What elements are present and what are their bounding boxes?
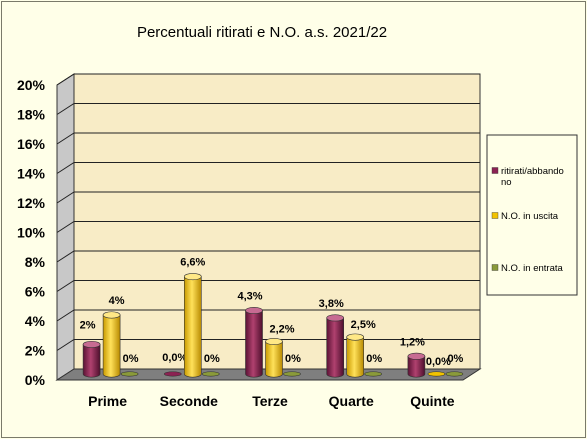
data-label: 6,6% (180, 257, 205, 269)
bar (445, 371, 464, 377)
gridline (56, 73, 480, 86)
bar (82, 340, 101, 378)
bar (245, 307, 263, 378)
bar (326, 314, 345, 378)
bar (283, 371, 301, 377)
y-tick-label: 0% (25, 372, 46, 388)
gridline (56, 339, 480, 351)
bar (346, 333, 365, 378)
legend-swatch (491, 264, 499, 271)
bar (265, 337, 283, 378)
data-label: 3,8% (319, 298, 344, 310)
bar (102, 311, 121, 378)
x-tick-label: Prime (88, 393, 127, 409)
x-tick-label: Quinte (410, 393, 455, 409)
data-label: 2,2% (269, 324, 294, 336)
data-label: 0% (366, 353, 382, 365)
data-label: 4,3% (237, 291, 262, 303)
gridline (56, 103, 480, 115)
legend-label: N.O. in entrata (501, 263, 563, 274)
bar (407, 352, 426, 378)
bar (202, 371, 220, 377)
data-label: 0% (123, 353, 139, 365)
bar (364, 371, 383, 377)
x-tick-label: Quarte (329, 393, 374, 409)
y-tick-label: 16% (17, 136, 46, 152)
legend-swatch (491, 167, 499, 174)
legend-label: ritirati/abbando (501, 166, 564, 177)
x-tick-label: Seconde (160, 393, 219, 409)
bar (184, 273, 202, 378)
x-tick-label: Terze (252, 393, 288, 409)
data-label: 0,0% (426, 356, 451, 368)
y-tick-label: 6% (25, 284, 46, 300)
y-tick-label: 4% (25, 313, 46, 329)
data-label: 0% (285, 353, 301, 365)
chart-title: Percentuali ritirati e N.O. a.s. 2021/22 (137, 24, 387, 41)
data-label: 2,5% (351, 319, 376, 331)
data-label: 2% (80, 319, 96, 331)
gridline (56, 309, 480, 322)
bar (164, 371, 182, 377)
gridline (56, 132, 480, 145)
y-tick-label: 8% (25, 254, 46, 270)
legend-swatch (491, 212, 499, 219)
y-tick-label: 18% (17, 107, 46, 123)
data-label: 4% (109, 295, 125, 307)
data-label: 0% (204, 353, 220, 365)
y-tick-label: 10% (17, 225, 46, 241)
gridline (56, 191, 480, 204)
gridline (56, 221, 480, 233)
y-tick-label: 2% (25, 343, 46, 359)
legend-label: N.O. in uscita (501, 211, 559, 222)
legend-label: no (501, 177, 512, 188)
y-tick-label: 14% (17, 166, 46, 182)
data-label: 0,0% (162, 352, 187, 364)
y-tick-label: 20% (17, 77, 46, 93)
bar (120, 371, 139, 377)
gridline (56, 162, 480, 174)
bar (427, 371, 446, 377)
legend-box (486, 134, 578, 296)
y-tick-label: 12% (17, 195, 46, 211)
gridline (56, 280, 480, 292)
data-label: 0% (447, 353, 463, 365)
data-label: 1,2% (400, 336, 425, 348)
gridline (56, 250, 480, 263)
